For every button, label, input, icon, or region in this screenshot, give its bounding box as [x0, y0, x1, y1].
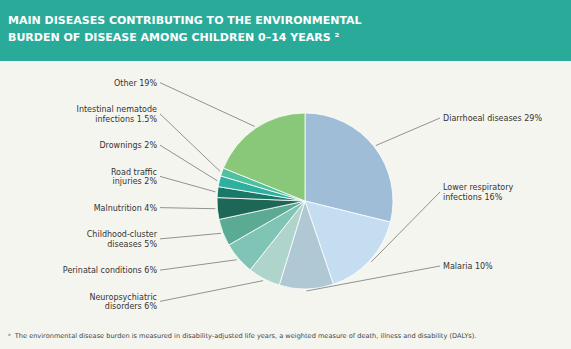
svg-text:Intestinal nematodeinfections: Intestinal nematodeinfections 1.5%	[77, 105, 158, 124]
svg-text:Other 19%: Other 19%	[114, 78, 157, 87]
svg-text:Malnutrition 4%: Malnutrition 4%	[94, 203, 158, 212]
svg-text:Drownings 2%: Drownings 2%	[99, 141, 157, 150]
svg-text:Neuropsychiatricdisorders 6%: Neuropsychiatricdisorders 6%	[89, 292, 157, 311]
svg-text:Childhood-clusterdiseases 5%: Childhood-clusterdiseases 5%	[87, 230, 158, 249]
svg-text:Diarrhoeal diseases 29%: Diarrhoeal diseases 29%	[443, 114, 542, 123]
svg-text:Road trafficinjuries 2%: Road trafficinjuries 2%	[111, 167, 157, 186]
html-text:BURDEN OF DISEASE AMONG CHILDR: BURDEN OF DISEASE AMONG CHILDREN 0–14 YE…	[8, 31, 340, 44]
svg-text:Perinatal conditions 6%: Perinatal conditions 6%	[63, 266, 158, 275]
html-text:MAIN DISEASES CONTRIBUTING TO: MAIN DISEASES CONTRIBUTING TO THE ENVIRO…	[8, 14, 362, 27]
svg-text:Lower respiratoryinfections 16: Lower respiratoryinfections 16%	[443, 183, 514, 202]
html-text:ᵃ The environmental disease bu: ᵃ The environmental disease burden is me…	[8, 332, 477, 340]
svg-text:Malaria 10%: Malaria 10%	[443, 262, 493, 271]
